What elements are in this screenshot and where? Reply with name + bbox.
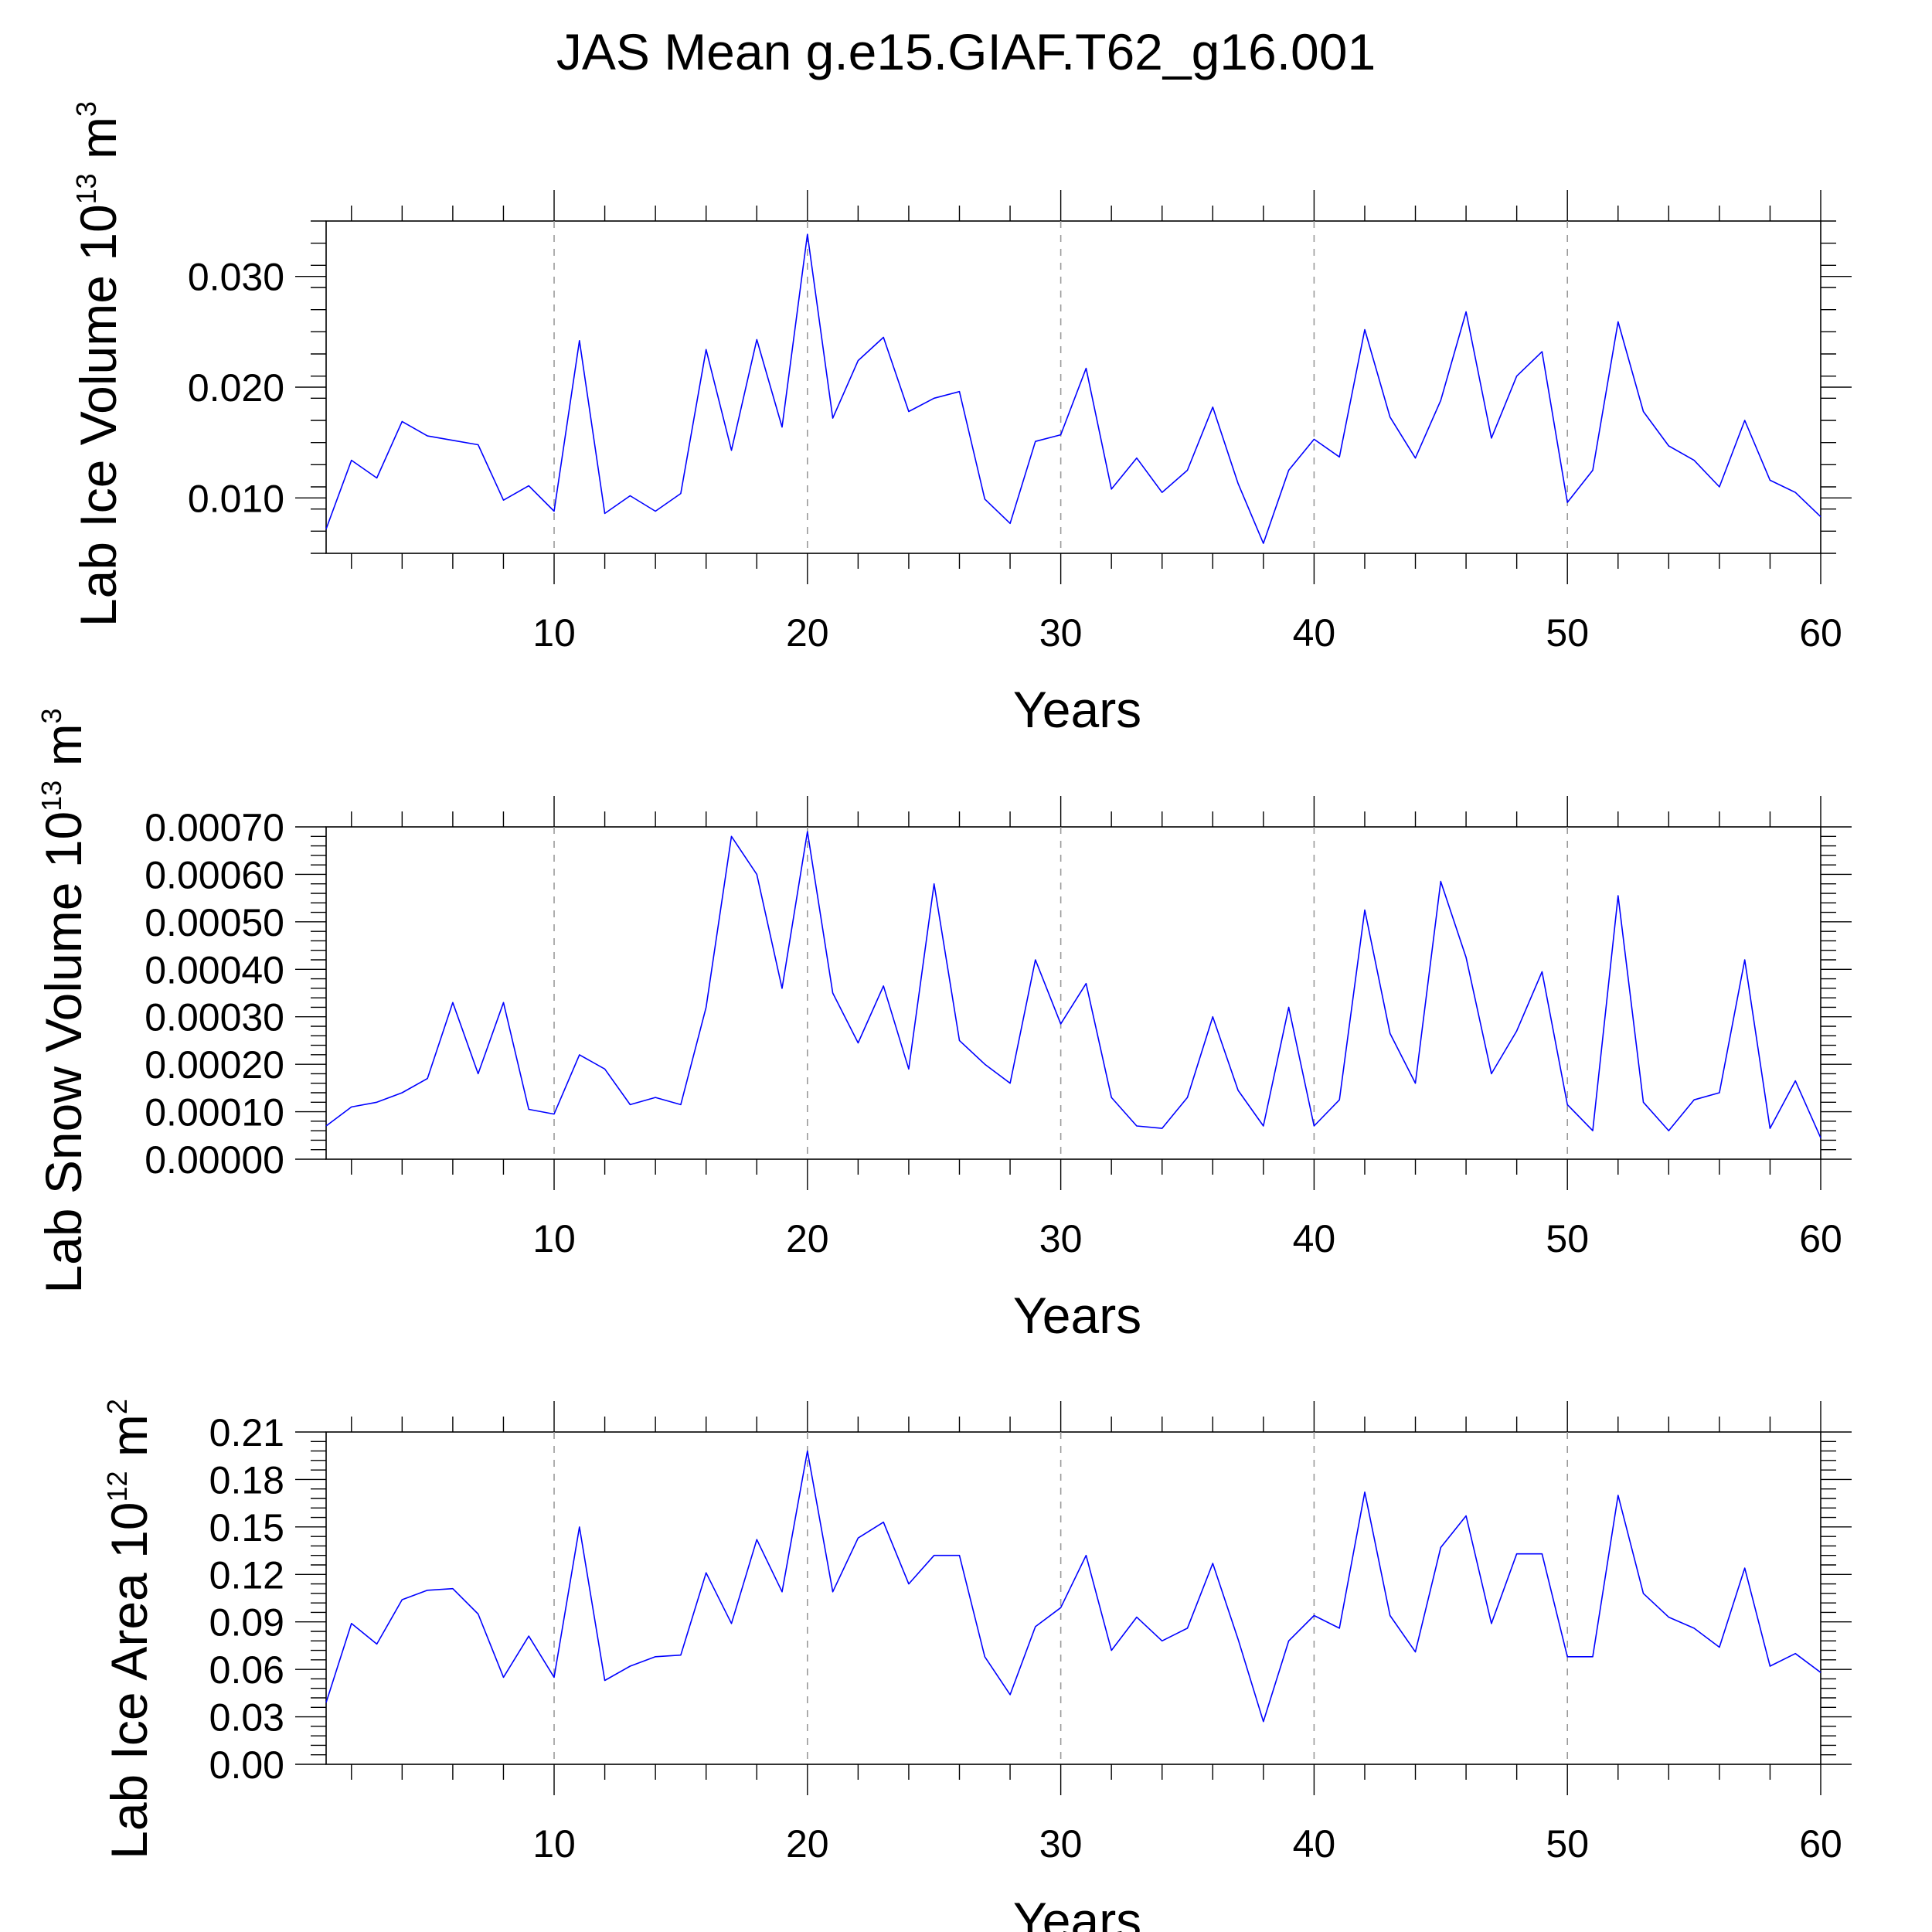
y-tick-label: 0.00000 (145, 1138, 284, 1182)
y-tick-label: 0.00030 (145, 996, 284, 1039)
y-axis-title-superscript: 13 (36, 781, 67, 811)
x-tick-label: 20 (786, 1822, 829, 1866)
x-tick-label: 20 (786, 611, 829, 655)
y-axis-title-text: Lab Ice Volume 10 (70, 204, 127, 627)
x-tick-label: 60 (1799, 1822, 1842, 1866)
y-axis-title-text: Lab Snow Volume 10 (35, 811, 92, 1294)
x-tick-label: 10 (532, 611, 576, 655)
panels: 10 20 30 40 50 60 0.010 0.020 0.030 Years Lab Ice … (35, 101, 1852, 1932)
chart-panel-1: 10 20 30 40 50 60 0.010 0.020 0.030 Years Lab Ice … (70, 101, 1852, 738)
y-tick-label: 0.18 (209, 1458, 284, 1502)
y-tick-label: 0.00060 (145, 853, 284, 896)
x-tick-label: 40 (1293, 1217, 1336, 1260)
y-tick-label: 0.15 (209, 1506, 284, 1549)
x-tick-label: 20 (786, 1217, 829, 1260)
y-axis-title-text: m (100, 1414, 158, 1471)
plot-frame (325, 826, 1821, 1160)
y-tick-label: 0.03 (209, 1696, 284, 1740)
y-axis-title-superscript: 3 (70, 101, 102, 117)
y-tick-label: 0.00010 (145, 1091, 284, 1134)
plot-frame (325, 1431, 1821, 1765)
x-tick-label: 30 (1039, 611, 1083, 655)
y-tick-label: 0.020 (188, 366, 284, 410)
y-axis-title-text: Lab Ice Area 10 (100, 1502, 158, 1859)
y-tick-label: 0.030 (188, 256, 284, 299)
x-axis-title: Years (1013, 681, 1141, 738)
chart-panel-2: 10 20 30 40 50 60 0.000000.000100.000200.00030… (35, 708, 1852, 1344)
series-line (325, 1450, 1821, 1723)
x-tick-label: 60 (1799, 611, 1842, 655)
x-tick-label: 40 (1293, 1822, 1336, 1866)
x-tick-label: 30 (1039, 1822, 1083, 1866)
y-axis-title-superscript: 2 (101, 1399, 133, 1414)
y-axis-title: Lab Snow Volume 1013 m3 (35, 708, 92, 1293)
x-tick-label: 30 (1039, 1217, 1083, 1260)
y-axis-title-text: m (35, 723, 92, 780)
x-axis-title: Years (1013, 1287, 1141, 1344)
x-tick-label: 10 (532, 1217, 576, 1260)
x-axis-title: Years (1013, 1892, 1141, 1932)
y-axis-title-superscript: 3 (36, 708, 67, 723)
chart-title: JAS Mean g.e15.GIAF.T62_g16.001 (556, 23, 1376, 80)
y-tick-label: 0.010 (188, 477, 284, 520)
plot-frame (325, 220, 1821, 554)
x-tick-label: 50 (1546, 1822, 1589, 1866)
y-tick-label: 0.00020 (145, 1043, 284, 1087)
y-axis-title: Lab Ice Volume 1013 m3 (70, 101, 127, 627)
y-tick-label: 0.12 (209, 1553, 284, 1597)
y-axis-title-text: m (70, 117, 127, 173)
x-tick-label: 60 (1799, 1217, 1842, 1260)
series-line (325, 831, 1821, 1138)
y-tick-label: 0.00070 (145, 806, 284, 849)
x-tick-label: 50 (1546, 1217, 1589, 1260)
y-axis-title-superscript: 13 (70, 173, 102, 204)
y-tick-label: 0.00050 (145, 901, 284, 944)
y-axis-title-superscript: 12 (101, 1471, 133, 1502)
y-axis-title: Lab Ice Area 1012 m2 (100, 1399, 158, 1859)
y-tick-label: 0.21 (209, 1411, 284, 1454)
y-tick-label: 0.00 (209, 1743, 284, 1787)
y-tick-label: 0.00040 (145, 948, 284, 992)
x-tick-label: 10 (532, 1822, 576, 1866)
y-tick-label: 0.06 (209, 1648, 284, 1692)
chart-panel-3: 10 20 30 40 50 60 0.000.030.060.090.120.150.18… (100, 1399, 1852, 1932)
series-line (325, 233, 1821, 544)
y-tick-label: 0.09 (209, 1601, 284, 1645)
x-tick-label: 50 (1546, 611, 1589, 655)
x-tick-label: 40 (1293, 611, 1336, 655)
